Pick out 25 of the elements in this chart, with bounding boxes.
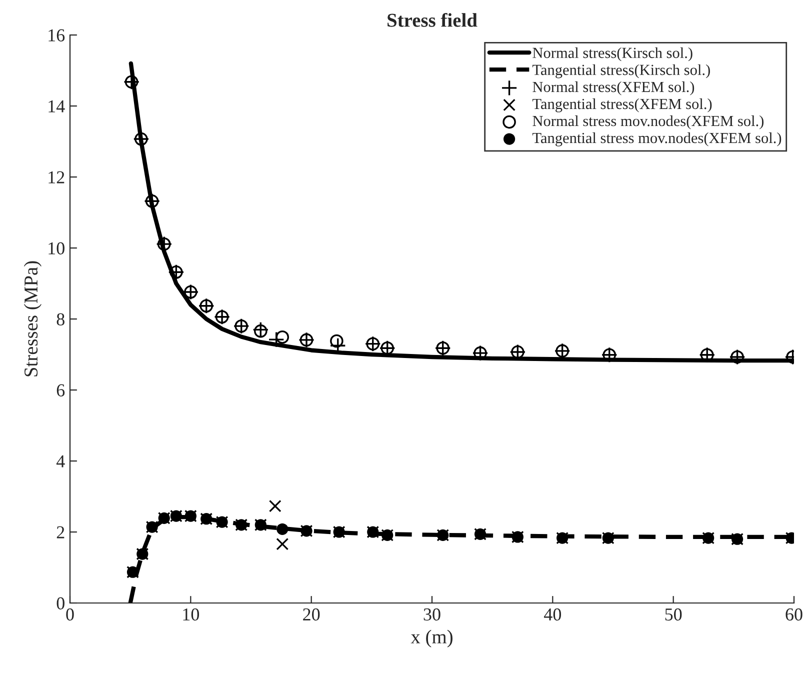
x-tick-label: 10 [183,608,200,621]
y-tick-label: 8 [56,313,64,326]
legend-label: Normal stress mov.nodes(XFEM sol.) [532,115,764,130]
x-tick-label: 20 [303,608,320,621]
x-tick-label: 40 [544,608,562,621]
y-tick-label: 4 [56,455,65,468]
y-tick-label: 14 [48,100,65,112]
x-axis-title: x (m) [410,630,452,648]
y-tick-label: 2 [56,526,64,538]
legend-label: Tangential stress mov.nodes(XFEM sol.) [532,132,782,146]
y-tick-label: 10 [48,242,64,254]
y-tick-label: 6 [56,384,65,396]
legend-label: Tangential stress(Kirsch sol.) [532,64,710,78]
y-tick-label: 16 [48,29,65,42]
x-tick-label: 30 [424,608,440,621]
y-tick-label: 0 [56,597,64,610]
chart-title: Stress field [388,12,478,27]
x-tick-label: 50 [665,608,682,621]
y-axis-title: Stresses (MPa) [24,261,42,376]
legend-label: Normal stress(XFEM sol.) [532,81,694,96]
x-tick-label: 0 [66,608,74,621]
y-tick-label: 12 [48,171,64,184]
legend-label: Tangential stress(XFEM sol.) [532,98,712,112]
legend-label: Normal stress(Kirsch sol.) [532,47,692,62]
x-tick-label: 60 [786,608,802,621]
